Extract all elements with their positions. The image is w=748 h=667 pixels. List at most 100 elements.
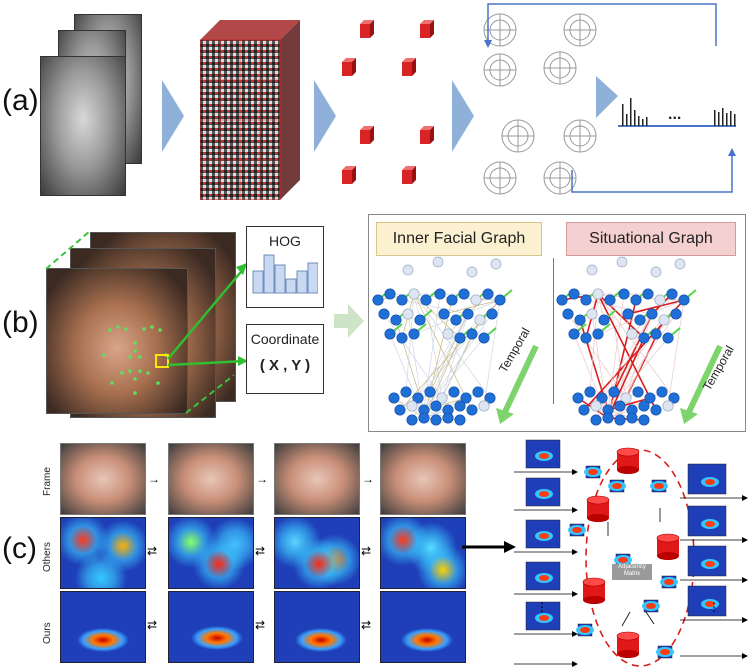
graph-node: [562, 308, 574, 320]
graph-node: [616, 256, 628, 268]
graph-node: [394, 404, 406, 416]
transition-arrow-icon: [334, 304, 364, 338]
others-heatmap: [60, 517, 146, 589]
graph-node: [662, 332, 674, 344]
histogram-ellipsis: ...: [668, 106, 682, 123]
bidirectional-arrow-icon: ⇄: [147, 544, 158, 558]
right-heatmap: [687, 585, 727, 617]
mini-heatmap: [660, 575, 678, 589]
database-cylinder-icon: [617, 466, 639, 474]
graph-node: [390, 314, 402, 326]
graph-node: [604, 294, 616, 306]
graph-edge: [411, 313, 469, 407]
temporal-arrow: [501, 344, 539, 416]
database-cylinder-icon: [583, 596, 605, 604]
graph-node: [412, 392, 424, 404]
graph-edge: [607, 337, 645, 419]
coordinate-box: Coordinate ( X , Y ): [246, 324, 324, 394]
graph-node: [668, 392, 680, 404]
graph-node: [470, 294, 482, 306]
heat-blob: [654, 483, 664, 489]
heat-blob: [539, 453, 549, 459]
heat-blob: [539, 615, 549, 621]
graph-edge: [423, 405, 461, 419]
left-heatmap: [525, 477, 561, 507]
graph-node: [598, 314, 610, 326]
face-frame-thumbnail: [274, 443, 360, 515]
graph-node: [656, 386, 668, 398]
hog-label: HOG: [269, 233, 301, 249]
graph-node: [590, 400, 602, 412]
graph-node: [626, 412, 638, 424]
graph-edge: [609, 299, 627, 399]
graph-node: [486, 308, 498, 320]
database-cylinder-icon: [587, 500, 609, 518]
graph-node: [420, 294, 432, 306]
database-cylinder-icon: [617, 452, 639, 470]
bidirectional-arrow-icon: ⇄: [147, 618, 158, 632]
graph-node: [454, 414, 466, 426]
graph-node: [442, 412, 454, 424]
graph-node: [430, 414, 442, 426]
coordinate-label: Coordinate: [250, 331, 320, 347]
graph-node: [614, 400, 626, 412]
temporal-arrow: [685, 344, 723, 416]
heat-blob: [539, 491, 549, 497]
graph-node: [454, 332, 466, 344]
graph-node: [484, 392, 496, 404]
graph-edge: [597, 293, 675, 399]
graph-edge: [443, 299, 501, 315]
others-heatmap: [168, 517, 254, 589]
hog-histogram: [252, 254, 319, 294]
heat-blob: [588, 469, 598, 475]
graph-drawings: [372, 256, 723, 426]
graph-node: [592, 328, 604, 340]
heat-blob: [660, 649, 670, 655]
adjacency-cycle: [514, 439, 748, 667]
graph-edge: [627, 299, 685, 315]
heat-blob: [539, 533, 549, 539]
graph-node: [450, 314, 462, 326]
graph-node: [418, 412, 430, 424]
left-heatmap: [525, 561, 561, 591]
graph-node: [400, 386, 412, 398]
cycle-ring: [585, 449, 695, 667]
graph-node: [596, 392, 608, 404]
graph-node: [462, 308, 474, 320]
database-cylinder-icon: [582, 577, 606, 587]
panel-c-label: (c): [2, 532, 37, 565]
database-cylinder-icon: [583, 582, 605, 600]
graph-node: [466, 328, 478, 340]
graph-node: [654, 294, 666, 306]
graph-node: [658, 314, 670, 326]
graph-node: [574, 314, 586, 326]
graph-node: [472, 386, 484, 398]
timeline-arrow-icon: [572, 507, 578, 513]
red-cube-icon: [342, 20, 434, 184]
mini-heatmap: [656, 645, 674, 659]
graph-node: [396, 332, 408, 344]
graph-node: [580, 332, 592, 344]
ours-heatmap: [60, 591, 146, 663]
ours-heatmap: [380, 591, 466, 663]
bidirectional-arrow-icon: ⇄: [361, 618, 372, 632]
database-cylinder-icon: [586, 495, 610, 505]
graph-node: [568, 288, 580, 300]
graph-node: [634, 314, 646, 326]
timeline-arrow-icon: [742, 577, 748, 583]
graph-node: [408, 328, 420, 340]
ours-heatmap: [274, 591, 360, 663]
xy-label: ( X , Y ): [259, 357, 311, 374]
graph-node: [556, 294, 568, 306]
heat-blob: [572, 527, 582, 533]
timeline-arrow-icon: [572, 591, 578, 597]
frame-arrow-icon: →: [256, 472, 268, 486]
graph-node: [478, 400, 490, 412]
graph-node: [490, 258, 502, 270]
graph-edge: [413, 293, 473, 411]
graph-node: [402, 308, 414, 320]
database-cylinder-icon: [657, 552, 679, 560]
bidirectional-arrow-icon: ⇄: [361, 544, 372, 558]
face-frame-thumbnail: [380, 443, 466, 515]
lbp-feature-cube: [200, 20, 300, 200]
